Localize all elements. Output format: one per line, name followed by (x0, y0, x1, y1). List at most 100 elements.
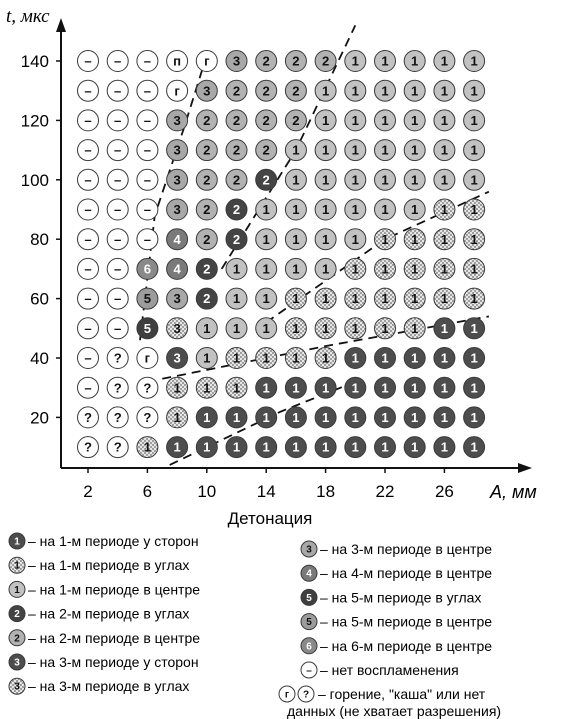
marker-circle (225, 79, 248, 102)
marker-label: – (84, 321, 91, 336)
marker-label: – (84, 113, 91, 128)
marker-label: 1 (411, 410, 418, 425)
cell-marker: 1 (344, 139, 367, 162)
cell-marker: 2 (314, 50, 337, 72)
marker-label: г (204, 54, 210, 69)
marker-label: 1 (470, 262, 477, 277)
cell-marker: 1 (463, 257, 486, 280)
marker-label: 1 (441, 83, 448, 98)
marker-circle (433, 139, 456, 162)
cell-marker: 1 (195, 317, 218, 340)
marker-label: 1 (292, 410, 299, 425)
marker-label: 1 (263, 410, 270, 425)
y-tick-label: 60 (30, 290, 49, 309)
cell-marker: 1 (255, 287, 278, 310)
marker-circle (106, 109, 129, 132)
marker-circle (344, 347, 367, 369)
marker-label: 1 (441, 202, 448, 217)
marker-circle (195, 109, 218, 132)
marker-label: 1 (233, 262, 240, 277)
marker-label: 1 (441, 440, 448, 455)
cell-marker: 1 (463, 317, 486, 340)
marker-circle (463, 168, 486, 191)
marker-label: 1 (292, 291, 299, 306)
cell-marker: – (106, 198, 129, 221)
marker-label: 1 (292, 440, 299, 455)
marker-circle (166, 406, 189, 429)
cell-marker: 1 (284, 376, 307, 399)
marker-label: 3 (203, 83, 210, 98)
marker-label: 1 (411, 291, 418, 306)
marker-label: 1 (441, 143, 448, 158)
marker-circle (106, 347, 129, 369)
cell-marker: 1 (403, 436, 426, 459)
marker-label: 1 (470, 83, 477, 98)
marker-label: 2 (322, 54, 329, 69)
marker-label: 1 (441, 232, 448, 247)
cell-marker: – (77, 168, 99, 191)
x-tick-label: 6 (143, 482, 152, 501)
marker-label: 1 (292, 351, 299, 366)
y-axis-label-text: t, мкс (6, 6, 50, 27)
cell-marker: 1 (344, 228, 367, 251)
cell-marker: – (77, 228, 99, 251)
marker-label: 1 (411, 143, 418, 158)
marker-label: ? (143, 380, 151, 395)
cell-marker: 1 (403, 79, 426, 102)
marker-label: 1 (381, 262, 388, 277)
marker-circle (463, 317, 486, 340)
marker-label: 2 (203, 113, 210, 128)
cell-marker: 4 (166, 228, 189, 251)
marker-circle (195, 287, 218, 310)
marker-circle (433, 436, 456, 459)
marker-label: 1 (322, 202, 329, 217)
marker-circle (433, 168, 456, 191)
marker-label: 1 (352, 410, 359, 425)
marker-circle (433, 79, 456, 102)
marker-label: – (144, 54, 151, 69)
marker-label: 2 (233, 172, 240, 187)
marker-circle (433, 376, 456, 399)
marker-label: 1 (292, 143, 299, 158)
marker-circle (77, 436, 99, 459)
cell-marker: – (106, 228, 129, 251)
marker-circle (136, 198, 159, 221)
cell-marker: 1 (166, 376, 189, 399)
cell-marker: 2 (284, 109, 307, 132)
marker-label: 1 (322, 262, 329, 277)
marker-circle (344, 168, 367, 191)
marker-label: 3 (173, 351, 180, 366)
cell-marker: 3 (166, 347, 189, 369)
marker-circle (374, 198, 396, 221)
marker-circle (195, 317, 218, 340)
cell-marker: – (106, 317, 129, 340)
cell-marker: 2 (225, 109, 248, 132)
cell-marker: 1 (344, 406, 367, 429)
marker-circle (344, 228, 367, 251)
marker-circle (374, 347, 396, 369)
cell-marker: 1 (463, 168, 486, 191)
cell-marker: 1 (314, 79, 337, 102)
marker-label: 1 (381, 54, 388, 69)
marker-circle (433, 287, 456, 310)
cell-marker: – (77, 79, 99, 102)
marker-label: – (114, 54, 121, 69)
marker-label: ? (84, 410, 92, 425)
marker-label: 1 (233, 380, 240, 395)
cell-marker: 1 (344, 257, 367, 280)
cell-marker: 1 (284, 168, 307, 191)
cell-marker: 1 (284, 257, 307, 280)
marker-label: 1 (203, 380, 210, 395)
marker-label: 2 (203, 262, 210, 277)
marker-label: 1 (470, 232, 477, 247)
marker-circle (225, 168, 248, 191)
cell-marker: 1 (344, 347, 367, 369)
y-tick-label: 80 (30, 230, 49, 249)
marker-circle (403, 79, 426, 102)
axis-labels: t, мкс A, мм Детонация (6, 6, 537, 528)
marker-circle (255, 198, 278, 221)
marker-circle (344, 79, 367, 102)
cell-marker: – (106, 139, 129, 162)
